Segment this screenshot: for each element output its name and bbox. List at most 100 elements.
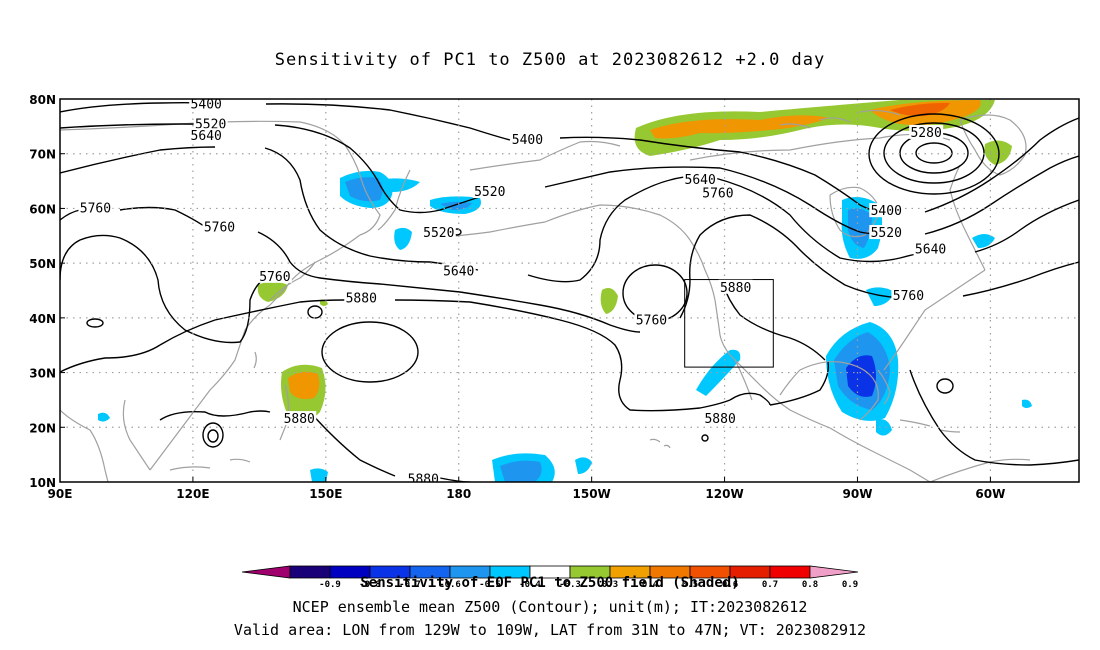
contour-label-bg <box>683 171 718 186</box>
lat-tick-label: 40N <box>29 312 56 326</box>
coast-indochina <box>122 399 151 471</box>
coast-hudson <box>829 186 881 238</box>
contour-label-bg <box>703 411 738 426</box>
contour-label: 5640 <box>443 264 474 279</box>
coast-japan <box>269 261 316 301</box>
contour-5520-east <box>924 155 1079 235</box>
coast-labrador <box>949 164 986 271</box>
lon-tick-label: 150E <box>309 487 342 501</box>
lon-tick-label: 150W <box>573 487 611 501</box>
contour-5400-west-b <box>265 103 511 141</box>
contour-5760-nwrap <box>60 209 81 221</box>
contour-label: 5760 <box>636 314 667 329</box>
contour-5640-west <box>60 146 216 174</box>
contour-label-bg <box>634 312 669 327</box>
contour-label: 5400 <box>512 133 543 148</box>
colorbar-label: 0.7 <box>762 580 778 590</box>
coast-asia-east <box>149 234 361 471</box>
colorbar-label: -0.3 <box>559 580 581 590</box>
contour-label-bg <box>257 268 292 283</box>
shade-ind-blue2 <box>1022 399 1032 408</box>
contour-5880-pac-a <box>159 299 346 346</box>
contour-label-bg <box>869 225 904 240</box>
contour-label-bg <box>891 287 926 302</box>
contour-5880-s2 <box>309 411 396 477</box>
lon-tick-label: 90E <box>48 487 73 501</box>
coast-us-west <box>714 299 731 356</box>
shade-kamchatka-midblue <box>345 177 383 202</box>
contour-label-bg <box>441 263 476 278</box>
shade-tropics-midblue <box>500 460 542 482</box>
coast-taiwan <box>253 351 257 369</box>
shade-tropics-blue2 <box>575 457 592 474</box>
coast-mexico-west <box>729 354 831 429</box>
coast-alaska-west <box>469 140 621 171</box>
contour-label-bg <box>700 185 735 200</box>
contour-label: 5880 <box>284 412 315 427</box>
contour-label: 5640 <box>685 173 716 188</box>
coast-us-east <box>883 269 986 371</box>
contour-small-3 <box>202 422 224 448</box>
shade-arctic-orange <box>650 115 830 139</box>
shade-greenland-green <box>984 140 1012 165</box>
contour-5880-sw <box>159 410 271 421</box>
contour-label-bg <box>421 225 456 240</box>
contour-low-arctic-1 <box>915 142 953 164</box>
colorbar-right-arrow <box>809 565 859 579</box>
shade-bering-blue <box>394 227 412 250</box>
colorbar-label: -0.4 <box>519 580 541 590</box>
coast-central-am <box>829 427 931 482</box>
contour-5880-pac-b <box>394 299 731 412</box>
colorbar-label: -0.8 <box>359 580 381 590</box>
coast-bc <box>689 239 716 301</box>
contour-small-5 <box>936 378 954 394</box>
contour-label-bg <box>78 200 113 215</box>
coast-florida <box>877 369 891 405</box>
contour-label-bg <box>189 128 224 143</box>
caption-valid-area: Valid area: LON from 129W to 109W, LAT f… <box>233 621 867 639</box>
contour-5880-box <box>769 361 830 406</box>
contour-label: 5520 <box>871 226 902 241</box>
contour-label: 5400 <box>871 204 902 219</box>
coast-caribbean <box>899 419 961 433</box>
coast-greenland <box>959 114 1027 176</box>
contour-5400-mid <box>559 136 879 213</box>
contour-label: 5760 <box>259 270 290 285</box>
contour-small-4 <box>207 429 219 443</box>
contour-label-bg <box>718 279 753 294</box>
contour-5880-mex <box>729 392 771 406</box>
colorbar-label: -0.7 <box>399 580 421 590</box>
shade-ind-blue <box>98 412 110 422</box>
contour-5760-east <box>962 261 1079 297</box>
contour-5400-east <box>924 117 1079 213</box>
contour-high-pac <box>321 321 419 383</box>
contour-label: 5640 <box>915 242 946 257</box>
colorbar-label: -0.5 <box>479 580 501 590</box>
contour-label: 5760 <box>893 289 924 304</box>
lat-tick-label: 30N <box>29 367 56 381</box>
contour-label: 5760 <box>80 201 111 216</box>
contour-labels: 5400552056405760576057605880588058805520… <box>78 99 948 482</box>
lon-tick-label: 120E <box>176 487 209 501</box>
contour-label: 5760 <box>204 221 235 236</box>
contour-label-bg <box>202 219 237 234</box>
contour-label-bg <box>869 203 904 218</box>
colorbar-label: 0.6 <box>722 580 738 590</box>
coast-baja <box>734 359 753 401</box>
contour-label-bg <box>913 241 948 256</box>
colorbar-label: 0.9 <box>842 580 858 590</box>
lat-tick-label: 60N <box>29 202 56 216</box>
shade-pacific-green <box>600 288 618 314</box>
shade-arctic-darkorange <box>890 102 950 117</box>
map-title: Sensitivity of PC1 to Z500 at 2023082612… <box>274 50 826 70</box>
coast-hawaii <box>649 438 671 449</box>
contour-small-1 <box>307 305 323 319</box>
map-frame <box>59 98 1080 483</box>
contour-5520-c <box>544 166 879 235</box>
lon-tick-label: 180 <box>446 487 471 501</box>
colorbar-label: -0.9 <box>319 580 341 590</box>
contour-low-arctic-3 <box>883 122 985 184</box>
shade-hudson-midblue <box>848 208 872 248</box>
contour-5760-b <box>257 231 641 333</box>
colorbar-label: 0.4 <box>642 580 659 590</box>
